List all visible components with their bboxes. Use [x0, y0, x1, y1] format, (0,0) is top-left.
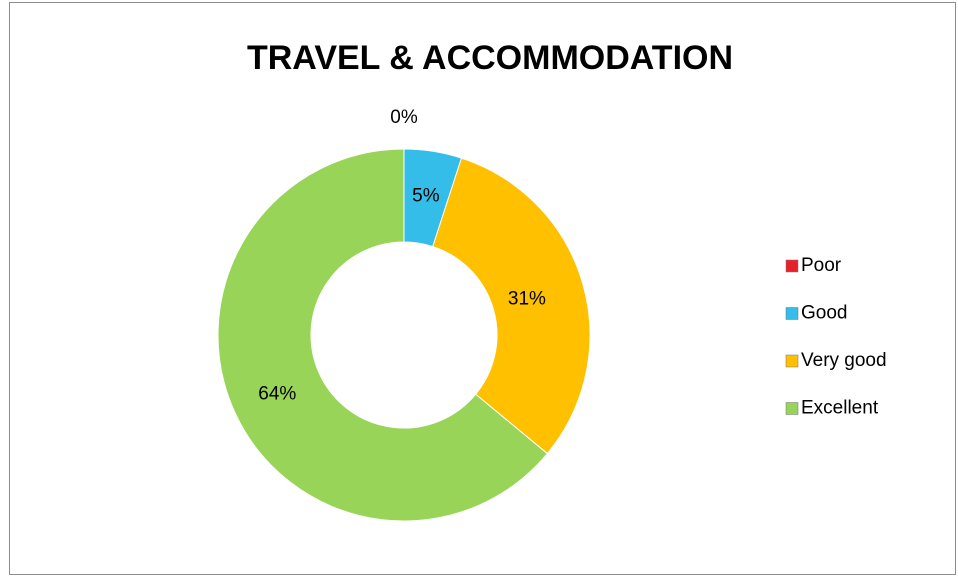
legend-swatch	[785, 307, 799, 320]
donut-slice	[432, 157, 591, 455]
legend-swatch	[785, 402, 799, 415]
legend-label: Excellent	[801, 398, 879, 419]
data-label: 64%	[258, 384, 296, 405]
chart-title: TRAVEL & ACCOMMODATION	[247, 39, 733, 77]
data-label: 0%	[390, 107, 418, 128]
legend-swatch	[785, 354, 799, 368]
data-label: 5%	[412, 186, 440, 207]
legend-swatch	[785, 259, 799, 273]
data-label: 31%	[508, 288, 546, 309]
legend-label: Poor	[801, 255, 842, 276]
legend-label: Good	[801, 303, 847, 324]
legend-label: Very good	[801, 350, 887, 371]
donut-slice	[217, 148, 549, 522]
